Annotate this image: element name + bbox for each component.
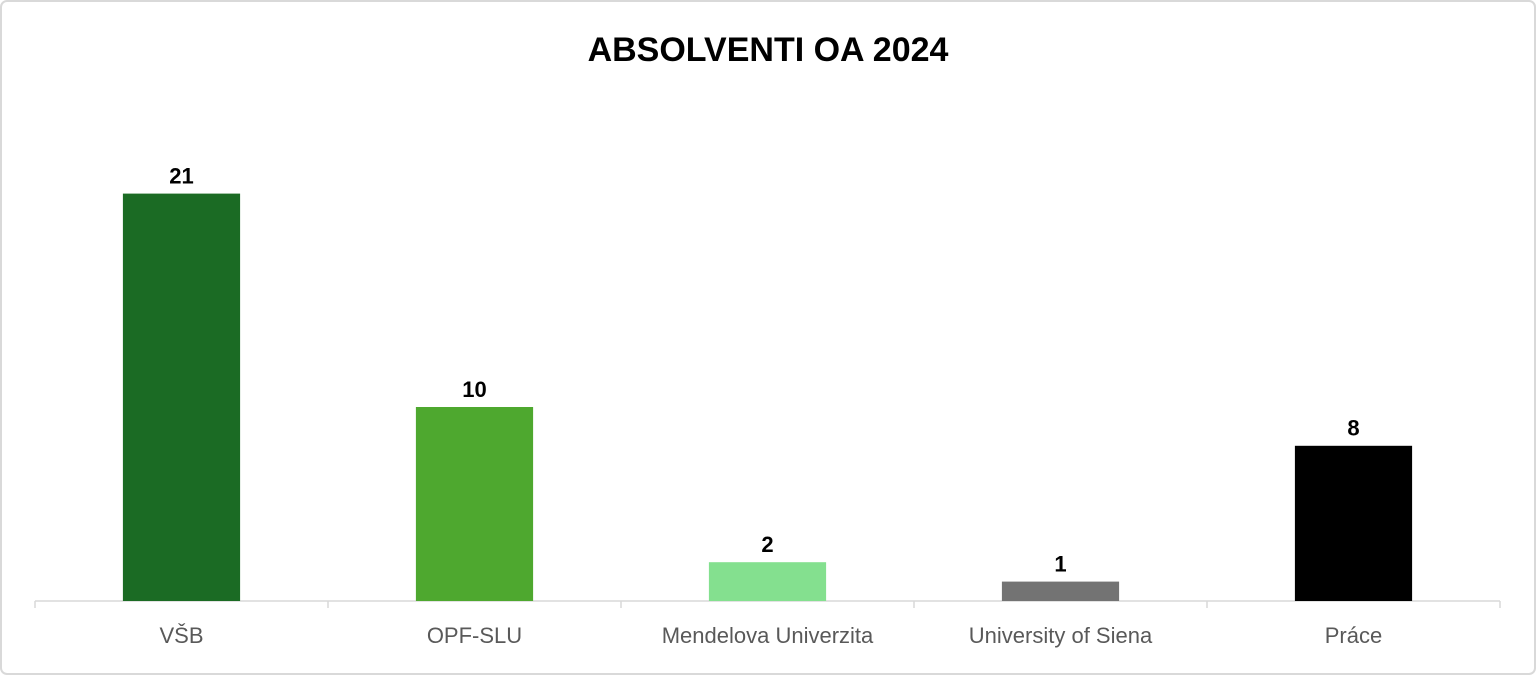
x-tick-label: Práce — [1325, 623, 1382, 648]
chart-title: ABSOLVENTI OA 2024 — [588, 31, 949, 69]
bar — [1001, 581, 1120, 601]
bar — [1294, 445, 1413, 601]
data-label: 21 — [169, 163, 193, 188]
x-tick-label: University of Siena — [969, 623, 1153, 648]
bar — [415, 407, 534, 601]
bar — [122, 193, 241, 601]
x-tick-label: VŠB — [159, 623, 203, 648]
x-tick-label: OPF-SLU — [427, 623, 522, 648]
bar — [708, 562, 827, 601]
data-label: 8 — [1347, 416, 1359, 441]
x-tick-label: Mendelova Univerzita — [662, 623, 874, 648]
data-label: 10 — [462, 377, 486, 402]
data-label: 2 — [761, 532, 773, 557]
data-label: 1 — [1054, 551, 1066, 576]
